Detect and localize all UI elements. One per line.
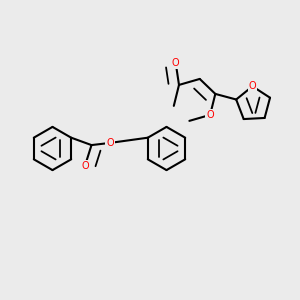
Text: O: O [81, 160, 89, 171]
Text: O: O [206, 110, 214, 120]
Text: O: O [172, 58, 180, 68]
Text: O: O [249, 81, 256, 91]
Text: O: O [106, 138, 114, 148]
